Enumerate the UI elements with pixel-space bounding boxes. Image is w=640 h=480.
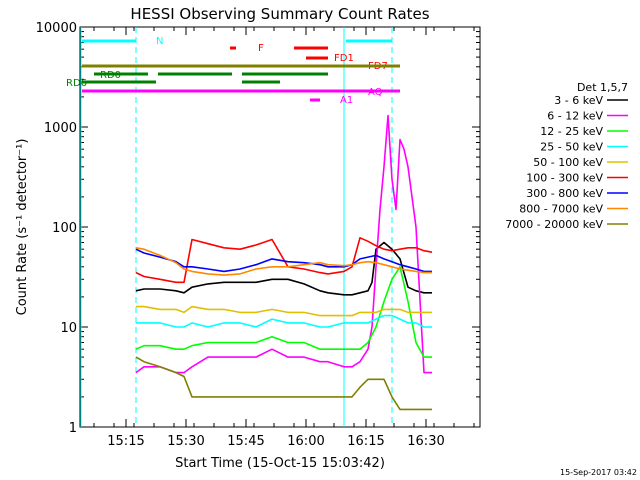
legend-title: Det 1,5,7 xyxy=(577,81,628,94)
observing-flags: NFFD1FD7RD0RD6AQA1 xyxy=(66,36,400,106)
x-axis-label: Start Time (15-Oct-15 15:03:42) xyxy=(175,456,385,471)
chart-title: HESSI Observing Summary Count Rates xyxy=(130,5,429,23)
legend-entry-label: 6 - 12 keV xyxy=(547,110,603,123)
series-line xyxy=(135,237,433,284)
y-tick-label: 10 xyxy=(60,321,77,336)
y-tick-label: 1000 xyxy=(44,121,77,136)
footer-date: 15-Sep-2017 03:42 xyxy=(560,468,637,477)
flag-label: FD1 xyxy=(334,53,354,64)
y-tick-label: 10000 xyxy=(36,21,77,36)
legend-entry-label: 800 - 7000 keV xyxy=(519,203,603,216)
legend-entry-label: 7000 - 20000 keV xyxy=(505,218,603,231)
x-tick-label: 16:00 xyxy=(287,434,324,449)
legend-entry-label: 12 - 25 keV xyxy=(540,125,603,138)
y-axis-label: Count Rate (s⁻¹ detector⁻¹) xyxy=(15,139,30,316)
x-tick-label: 16:30 xyxy=(407,434,444,449)
legend-entry-label: 25 - 50 keV xyxy=(540,141,603,154)
series-line xyxy=(135,247,432,276)
flag-label: A1 xyxy=(340,95,353,106)
series-line xyxy=(135,114,432,374)
series-line xyxy=(136,314,432,328)
y-axis: 1 10 100 1000 10000 xyxy=(36,21,480,436)
series-line xyxy=(135,265,432,358)
x-tick-label: 16:15 xyxy=(347,434,384,449)
legend-entry-label: 50 - 100 keV xyxy=(533,156,603,169)
series-line xyxy=(135,356,432,411)
series-line xyxy=(135,248,432,273)
x-tick-label: 15:15 xyxy=(107,434,144,449)
time-markers xyxy=(80,27,393,427)
legend-entry-label: 100 - 300 keV xyxy=(526,172,603,185)
x-tick-label: 15:45 xyxy=(227,434,264,449)
series-line xyxy=(136,305,432,317)
y-tick-label: 1 xyxy=(69,421,77,436)
flag-label: N xyxy=(156,36,163,47)
legend-entry-label: 3 - 6 keV xyxy=(554,94,603,107)
flag-label: RD6 xyxy=(66,78,87,89)
count-rate-series xyxy=(135,114,433,411)
y-tick-label: 100 xyxy=(52,221,77,236)
flag-label: F xyxy=(258,43,264,54)
flag-label: AQ xyxy=(368,87,383,98)
series-line xyxy=(135,241,432,296)
flag-label: RD0 xyxy=(100,70,121,81)
x-tick-label: 15:30 xyxy=(167,434,204,449)
legend: Det 1,5,7 3 - 6 keV 6 - 12 keV 12 - 25 keV… xyxy=(505,81,628,231)
legend-entry-label: 300 - 800 keV xyxy=(526,187,603,200)
x-axis: 15:15 15:30 15:45 16:00 16:15 16:30 xyxy=(93,27,475,449)
